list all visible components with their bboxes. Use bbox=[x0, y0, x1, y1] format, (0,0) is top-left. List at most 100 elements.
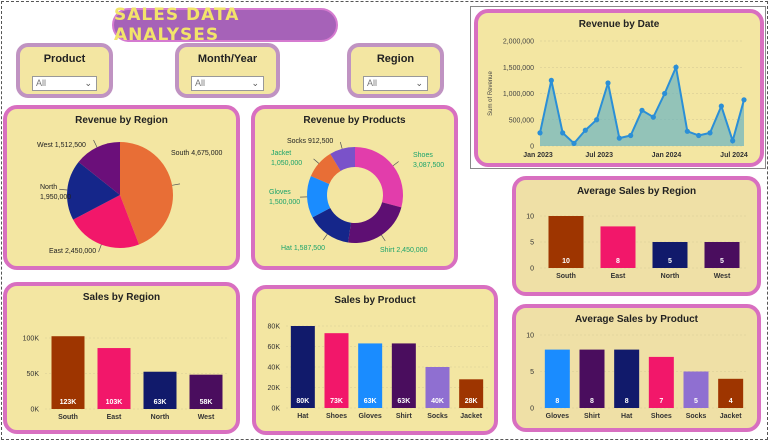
bar-value-label-shirt: 63K bbox=[397, 398, 410, 405]
month-year-filter-select[interactable]: All ⌄ bbox=[191, 76, 264, 91]
sales-by-region-chart: 0K 50K 100K 123K South 103K East 63K North 58K Wes… bbox=[23, 336, 229, 421]
bar-value-label-east: 8 bbox=[616, 258, 620, 265]
revenue-by-region-chart: South 4,675,000 East 2,450,000 North 1,950,… bbox=[37, 139, 222, 255]
bar-value-label-east: 103K bbox=[106, 399, 123, 406]
avg-sales-by-region-card: Average Sales by Region 0 5 10 10 South 8 East… bbox=[512, 176, 761, 296]
bar-category-label-shirt: Shirt bbox=[584, 413, 601, 420]
pie-label-west-1-512-500: West 1,512,500 bbox=[37, 142, 86, 149]
bar-hat bbox=[614, 349, 640, 408]
sales-by-product-chart: 0K 20K 40K 60K 80K 80K Hat 73K Shoes 63K Gloves 63K… bbox=[268, 324, 488, 420]
bar-ytick-label: 0K bbox=[271, 406, 280, 413]
bar-category-label-jacket: Jacket bbox=[460, 413, 482, 420]
bar-west bbox=[704, 242, 740, 268]
area-xtick-label: Jan 2024 bbox=[652, 152, 682, 159]
area-ytick-label: 1,500,000 bbox=[503, 65, 534, 72]
revenue-area bbox=[540, 67, 744, 146]
donut-leader-line bbox=[313, 158, 320, 164]
avg-sales-by-product-card: Average Sales by Product 0 5 10 8 Gloves 8 Shi… bbox=[512, 304, 761, 432]
avg-sales-by-product-chart: 0 5 10 8 Gloves 8 Shirt 8 Hat 7 Shoes 5 Socks 4 Jacket bbox=[526, 333, 748, 420]
sales-by-product-card: Sales by Product 0K 20K 40K 60K 80K 80K Hat 73K… bbox=[252, 285, 498, 435]
donut-leader-line bbox=[392, 161, 399, 167]
bar-value-label-west: 58K bbox=[200, 399, 213, 406]
bar-shirt bbox=[579, 349, 605, 408]
bar-value-label-shoes: 7 bbox=[659, 398, 663, 405]
bar-value-label-hat: 8 bbox=[625, 398, 629, 405]
revenue-point bbox=[741, 97, 747, 103]
bar-north bbox=[652, 242, 688, 268]
area-ytick-label: 1,000,000 bbox=[503, 91, 534, 98]
pie-label-north: North 1,950,000 bbox=[40, 184, 71, 201]
bar-category-label-shoes: Shoes bbox=[326, 413, 347, 420]
product-filter: Product All ⌄ bbox=[16, 43, 113, 98]
avg-sales-by-product-title: Average Sales by Product bbox=[574, 314, 698, 325]
revenue-by-region-card: Revenue by Region South 4,675,000 East 2,… bbox=[3, 105, 240, 270]
bar-value-label-south: 10 bbox=[562, 258, 570, 265]
bar-ytick-label: 10 bbox=[526, 333, 534, 340]
bar-ytick-label: 10 bbox=[526, 214, 534, 221]
product-filter-select[interactable]: All ⌄ bbox=[32, 76, 97, 91]
bar-gloves bbox=[544, 349, 570, 408]
bar-shirt bbox=[391, 343, 416, 408]
month-year-filter: Month/Year All ⌄ bbox=[175, 43, 280, 98]
revenue-by-date-chart: 0 500,000 1,000,000 1,500,000 2,000,000 Sum o… bbox=[488, 39, 748, 160]
revenue-point bbox=[718, 103, 724, 109]
revenue-point bbox=[571, 140, 577, 146]
bar-category-label-north: North bbox=[151, 414, 170, 421]
bar-value-label-socks: 5 bbox=[694, 398, 698, 405]
revenue-by-region-title: Revenue by Region bbox=[75, 115, 168, 126]
bar-shoes bbox=[648, 356, 674, 408]
bar-ytick-label: 0K bbox=[30, 407, 39, 414]
revenue-point bbox=[639, 107, 645, 113]
bar-ytick-label: 0 bbox=[530, 266, 534, 273]
area-xtick-label: Jul 2023 bbox=[585, 152, 613, 159]
donut-label-socks-912-500: Socks 912,500 bbox=[287, 138, 333, 145]
bar-value-label-jacket: 4 bbox=[729, 398, 733, 405]
dashboard-title-text: SALES DATA ANALYSES bbox=[114, 5, 240, 45]
revenue-point bbox=[650, 114, 656, 120]
bar-category-label-hat: Hat bbox=[297, 413, 309, 420]
bar-ytick-label: 0 bbox=[530, 406, 534, 413]
donut-slice-shirt-2-450-000 bbox=[348, 202, 402, 243]
revenue-by-products-title: Revenue by Products bbox=[303, 115, 406, 126]
pie-slice-north bbox=[67, 161, 120, 220]
bar-ytick-label: 100K bbox=[23, 336, 40, 343]
bar-ytick-label: 50K bbox=[27, 371, 40, 378]
pie-leader-line bbox=[93, 139, 98, 148]
revenue-point bbox=[548, 77, 554, 83]
area-ytick-label: 500,000 bbox=[509, 117, 534, 124]
chevron-down-icon: ⌄ bbox=[251, 78, 259, 88]
donut-label-jacket: Jacket 1,050,000 bbox=[271, 150, 302, 167]
pie-leader-line bbox=[59, 188, 68, 191]
bar-category-label-east: East bbox=[107, 414, 122, 421]
avg-sales-by-region-title: Average Sales by Region bbox=[576, 186, 697, 197]
revenue-point bbox=[537, 130, 543, 136]
bar-socks bbox=[425, 367, 450, 408]
bar-category-label-gloves: Gloves bbox=[546, 413, 569, 420]
month-year-filter-label: Month/Year bbox=[197, 53, 258, 65]
sales-by-product-title: Sales by Product bbox=[334, 295, 416, 306]
bar-south bbox=[51, 336, 85, 409]
revenue-by-date-title: Revenue by Date bbox=[578, 19, 660, 30]
revenue-point bbox=[628, 132, 634, 139]
pie-leader-line bbox=[98, 244, 102, 253]
dashboard-title: SALES DATA ANALYSES bbox=[112, 5, 338, 45]
revenue-point bbox=[730, 138, 736, 144]
bar-ytick-label: 20K bbox=[268, 385, 281, 392]
region-filter-label: Region bbox=[376, 53, 415, 65]
bar-value-label-west: 5 bbox=[720, 258, 724, 265]
bar-ytick-label: 5 bbox=[530, 369, 534, 376]
chevron-down-icon: ⌄ bbox=[415, 78, 423, 88]
avg-sales-by-region-chart: 0 5 10 10 South 8 East 5 North 5 West bbox=[526, 214, 748, 280]
donut-slice-socks-912-500 bbox=[330, 147, 355, 172]
chevron-down-icon: ⌄ bbox=[84, 78, 92, 88]
area-ylabel: Sum of Revenue bbox=[488, 70, 494, 115]
region-filter-select[interactable]: All ⌄ bbox=[363, 76, 428, 91]
revenue-point bbox=[684, 128, 690, 134]
bar-category-label-west: West bbox=[198, 414, 215, 421]
bar-east bbox=[600, 226, 636, 268]
bar-category-label-shirt: Shirt bbox=[396, 413, 413, 420]
pie-leader-line bbox=[172, 183, 181, 186]
pie-slice-west-1-512-500 bbox=[78, 142, 120, 195]
bar-category-label-gloves: Gloves bbox=[358, 413, 381, 420]
product-filter-label: Product bbox=[43, 53, 86, 65]
